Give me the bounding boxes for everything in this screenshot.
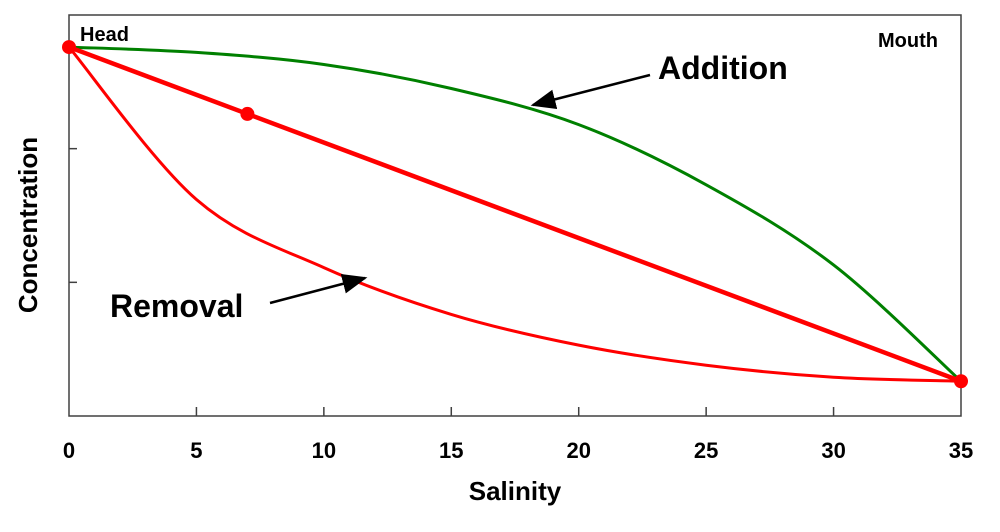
- removal-line: [67, 46, 962, 383]
- addition-arrow: [530, 73, 651, 110]
- annotation-addition: Addition: [658, 50, 788, 86]
- removal-arrow: [269, 274, 368, 305]
- x-tick-label: 10: [312, 438, 336, 463]
- data-point: [240, 106, 255, 121]
- x-tick-label: 20: [566, 438, 590, 463]
- x-tick-label: 30: [821, 438, 845, 463]
- x-tick-label: 25: [694, 438, 718, 463]
- mixing-line: [68, 44, 962, 384]
- x-tick-label: 0: [63, 438, 75, 463]
- x-tick-label: 35: [949, 438, 973, 463]
- x-axis-label: Salinity: [469, 476, 562, 506]
- x-tick-label: 15: [439, 438, 463, 463]
- annotation-mouth: Mouth: [878, 30, 938, 52]
- annotation-head: Head: [80, 24, 129, 46]
- annotation-removal: Removal: [110, 288, 243, 324]
- x-tick-label: 5: [190, 438, 202, 463]
- y-axis-label: Concentration: [13, 137, 43, 313]
- data-point: [62, 40, 76, 55]
- data-point: [954, 374, 968, 389]
- plot-frame: [68, 14, 962, 417]
